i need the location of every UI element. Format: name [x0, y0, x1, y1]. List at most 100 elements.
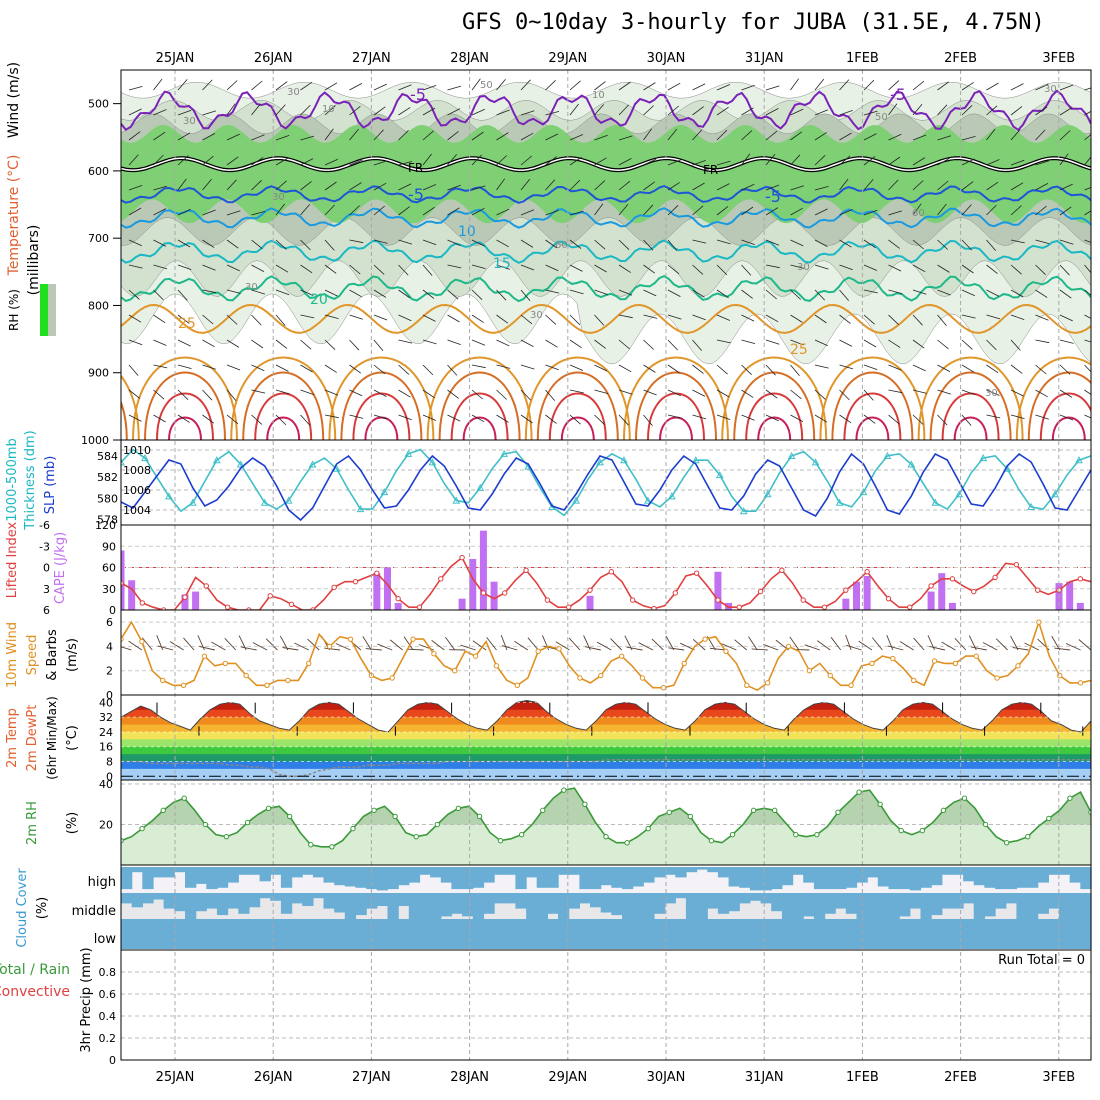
wind-barb — [128, 314, 142, 323]
wind-barb-10m — [157, 645, 174, 651]
wind-barb — [1035, 414, 1049, 420]
wind-barb — [888, 314, 899, 325]
wind-barb-10m — [610, 638, 622, 651]
thickness-line-point — [141, 454, 149, 462]
lifted-index-line-point — [992, 574, 998, 581]
wind-barb — [765, 414, 779, 422]
cloud-bar-middle — [1069, 893, 1081, 919]
rh-line-point — [919, 827, 926, 834]
wind-barb — [643, 364, 656, 373]
wind-barb-10m — [486, 637, 497, 651]
ylabel-rh2m: 2m RH — [25, 801, 40, 845]
wind-barb — [275, 104, 286, 116]
temp-tick-label: 40 — [99, 696, 113, 709]
lifted-index-line-point — [565, 604, 572, 610]
cloud-bar-high — [312, 867, 325, 878]
wind-barb — [177, 109, 192, 116]
wind-barb — [226, 210, 241, 216]
wind-barb — [912, 389, 927, 394]
wind-barb-10m — [377, 643, 393, 651]
cloud-bar-middle — [920, 893, 932, 919]
ylabel-dewpt: 2m DewPt — [25, 705, 40, 772]
thickness-line-point — [452, 496, 461, 504]
wind-barb — [692, 106, 704, 116]
cloud-bar-middle — [323, 893, 335, 909]
wind-barb — [1035, 83, 1049, 91]
lifted-index-line-point — [352, 578, 359, 585]
wind-barb — [153, 154, 164, 166]
cloud-bar-middle — [1005, 893, 1017, 904]
cloud-bar-high — [568, 867, 580, 875]
wind-barb — [128, 414, 142, 422]
rh-tick-label: 40 — [99, 778, 113, 791]
wind-barb — [986, 128, 996, 141]
wind-barb — [128, 131, 141, 141]
wind-barb — [961, 136, 976, 141]
ylabel-thickness1: 1000-500mb — [5, 438, 20, 522]
wind-barb — [888, 179, 899, 191]
wind-barb — [226, 80, 238, 91]
wind-speed-line-point — [598, 672, 604, 679]
ylabel-speed: Speed — [25, 635, 40, 676]
cloud-bar-high — [622, 867, 634, 890]
top-date-label: 27JAN — [352, 51, 391, 66]
wind-barb — [765, 108, 779, 116]
slp-line — [121, 452, 1091, 522]
wind-barb — [153, 389, 165, 400]
lifted-index-line-point — [182, 594, 188, 600]
upper-clip — [121, 78, 1091, 440]
wind-barb — [667, 239, 678, 251]
wind-speed-line-point — [556, 646, 562, 652]
cloud-bar-low — [739, 919, 751, 949]
cloud-bar-middle — [622, 893, 634, 919]
wind-barb-10m — [668, 647, 685, 651]
rh-line-point — [308, 842, 314, 848]
wind-barb — [667, 105, 679, 116]
wind-barb — [716, 289, 729, 299]
wind-barb — [226, 414, 239, 425]
wind-barb-10m — [1054, 647, 1071, 651]
wind-barb — [667, 264, 680, 275]
cloud-bar-middle — [707, 893, 719, 909]
cloud-bar-high — [472, 867, 485, 888]
wind-barb — [569, 414, 581, 425]
wind-barb — [814, 314, 827, 324]
cloud-bar-high — [867, 867, 879, 878]
boundary-isotherm — [340, 371, 423, 440]
cloud-bar-middle — [547, 893, 559, 914]
cloud-cover-panel — [121, 867, 1092, 949]
wind-barb — [618, 414, 629, 426]
cloud-bar-middle — [430, 893, 442, 919]
wind-barb — [324, 264, 337, 274]
wind-barb — [790, 389, 802, 400]
wind-barb — [422, 107, 436, 116]
precip-tick-label: 0.8 — [99, 966, 117, 979]
cloud-bar-high — [643, 867, 655, 883]
cloud-bar-middle — [344, 893, 357, 919]
cloud-bar-middle — [824, 893, 836, 914]
wind-barb — [471, 185, 486, 191]
wind-barb — [790, 207, 803, 216]
wind-barb — [569, 239, 582, 249]
thickness-line-point — [596, 458, 604, 466]
cape-bar — [714, 571, 722, 610]
wind-barb — [643, 389, 657, 396]
ylabel-millibars: (millibars) — [26, 225, 42, 296]
wind-barb-10m — [199, 645, 215, 651]
slp-tick-label: 1006 — [123, 484, 151, 497]
cloud-bar-low — [1005, 919, 1017, 949]
wind-barb — [618, 104, 629, 116]
wind-barb — [496, 314, 509, 324]
wind-barb — [251, 289, 266, 295]
boundary-isotherm — [132, 356, 238, 440]
cloud-bar-middle — [366, 893, 378, 909]
wind-barb — [496, 414, 509, 423]
bottom-date-label: 27JAN — [352, 1070, 391, 1085]
wind-barb — [251, 414, 263, 425]
wind-barb — [1059, 389, 1073, 398]
wind-barb — [667, 128, 678, 141]
wind-barb — [202, 179, 212, 191]
wind-barb — [839, 264, 853, 271]
cloud-bar-low — [568, 919, 580, 949]
wind-barb — [202, 209, 216, 216]
